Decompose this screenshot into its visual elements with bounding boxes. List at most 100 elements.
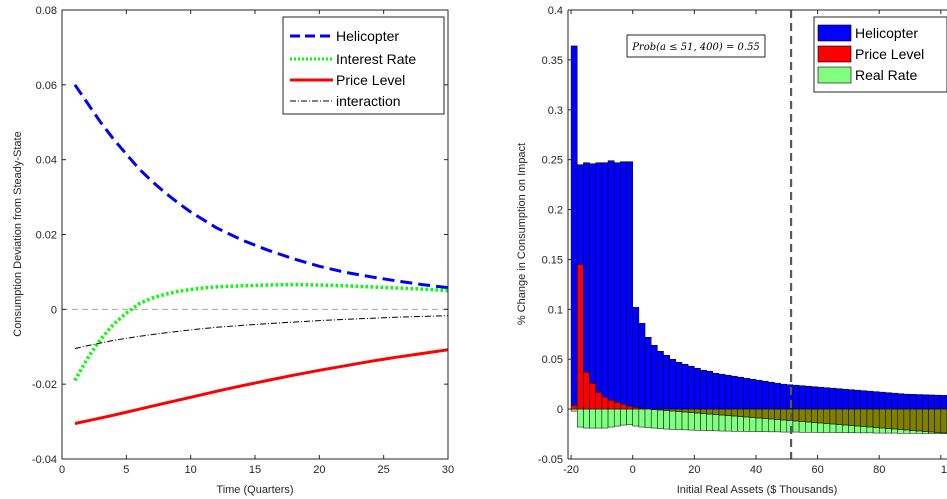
- bar-real-rate: [650, 409, 658, 429]
- bar-overlap: [897, 408, 905, 430]
- bar-real-rate: [878, 427, 886, 434]
- bar-real-rate: [620, 408, 627, 426]
- bar-real-rate: [700, 413, 707, 431]
- bar-price-level: [583, 371, 590, 410]
- bar-real-rate: [607, 408, 615, 428]
- left-x-tick-label: 30: [442, 464, 454, 476]
- bar-real-rate: [626, 408, 633, 425]
- bar-helicopter: [841, 388, 849, 410]
- bar-helicopter: [583, 162, 590, 373]
- right-chart: -20 0 20 40 60 80 100 -0.05 0 0.05 0.1 0.15 0.2 0.25 0…: [516, 5, 947, 496]
- bar-helicopter: [915, 394, 923, 410]
- bar-real-rate: [811, 422, 818, 433]
- left-series-line-price-level: [74, 348, 448, 425]
- right-y-tick-label: 0.25: [542, 155, 563, 167]
- bar-real-rate: [718, 414, 726, 432]
- bar-real-rate: [835, 424, 843, 433]
- bar-real-rate: [749, 417, 757, 432]
- bar-helicopter: [792, 384, 800, 410]
- bar-overlap: [909, 408, 917, 431]
- right-y-tick-label: 0.15: [542, 254, 563, 266]
- right-y-tick-label: 0.2: [548, 205, 563, 217]
- bar-real-rate: [595, 408, 603, 429]
- bar-overlap: [934, 408, 942, 433]
- bar-helicopter: [798, 385, 806, 410]
- bar-real-rate: [755, 417, 763, 432]
- bar-helicopter: [700, 369, 707, 410]
- bar-helicopter: [780, 383, 788, 410]
- bar-real-rate: [768, 418, 775, 433]
- bar-real-rate: [761, 418, 769, 432]
- right-y-tick-label: 0.05: [542, 354, 563, 366]
- bar-real-rate: [848, 425, 855, 433]
- bar-overlap: [811, 408, 818, 423]
- right-x-tick-label: -20: [563, 464, 579, 476]
- bar-overlap: [675, 408, 683, 412]
- bar-price-level: [570, 404, 578, 410]
- left-ticks: 0 5 10 15 20 25 30 -0.04 -0.02 0 0.02 0.04 0.06 0.08: [32, 5, 454, 476]
- bar-overlap: [848, 408, 855, 426]
- bar-helicopter: [694, 367, 701, 410]
- bar-overlap: [922, 408, 929, 432]
- bar-overlap: [768, 408, 775, 420]
- bar-price-level: [620, 403, 627, 410]
- bar-real-rate: [681, 411, 689, 431]
- bar-helicopter: [712, 372, 720, 410]
- bar-helicopter: [854, 389, 861, 410]
- right-x-axis-label: Initial Real Assets ($ Thousands): [677, 484, 838, 496]
- left-y-tick-label: -0.02: [32, 379, 57, 391]
- bar-overlap: [712, 408, 720, 415]
- bar-overlap: [841, 408, 849, 426]
- left-x-tick-label: 5: [123, 464, 129, 476]
- left-series-line-interest-rate: [73, 282, 448, 382]
- bar-overlap: [860, 408, 868, 427]
- left-series-line-helicopter: [73, 83, 448, 290]
- bar-overlap: [878, 408, 886, 429]
- left-x-tick-label: 0: [59, 464, 65, 476]
- right-legend-label-real-rate: Real Rate: [855, 67, 917, 83]
- bar-helicopter: [650, 345, 658, 410]
- bar-helicopter: [811, 386, 818, 410]
- bar-real-rate: [694, 412, 701, 431]
- left-legend-label-interest-rate: Interest Rate: [336, 51, 416, 67]
- left-y-tick-label: -0.04: [32, 454, 57, 466]
- right-y-tick-label: 0: [557, 404, 563, 416]
- bar-overlap: [706, 408, 714, 415]
- bar-overlap: [731, 408, 738, 417]
- bar-overlap: [805, 408, 812, 423]
- bar-real-rate: [829, 423, 837, 433]
- bar-helicopter: [823, 387, 831, 410]
- right-bars: [570, 45, 947, 434]
- left-series-line-interaction: [74, 315, 448, 350]
- bar-overlap: [700, 408, 707, 414]
- right-legend-swatch-real-rate: [817, 66, 852, 84]
- bar-real-rate: [731, 415, 738, 432]
- bar-overlap: [774, 408, 781, 420]
- bar-real-rate: [780, 419, 788, 433]
- left-chart: 0 5 10 15 20 25 30-0.04-0.0200.020.040.060.08 …: [12, 5, 454, 496]
- right-ticks: -20 0 20 40 60 80 100 -0.05 0 0.05 0.1 0.15 0.2 0.25 0…: [538, 5, 947, 476]
- bar-helicopter: [620, 161, 627, 405]
- right-x-tick-label: 80: [873, 464, 885, 476]
- bar-real-rate: [644, 408, 652, 428]
- bar-real-rate: [657, 409, 664, 429]
- left-legend-box: [282, 16, 445, 115]
- bar-overlap: [681, 408, 689, 413]
- bar-real-rate: [737, 416, 744, 432]
- bar-overlap: [669, 408, 677, 412]
- bar-helicopter: [644, 337, 652, 410]
- bar-helicopter: [638, 323, 646, 409]
- bar-real-rate: [774, 419, 781, 433]
- bar-helicopter: [718, 373, 726, 410]
- bar-overlap: [687, 408, 695, 413]
- left-legend-label-helicopter: Helicopter: [336, 28, 399, 44]
- bar-helicopter: [595, 162, 603, 393]
- left-x-tick-label: 25: [378, 464, 390, 476]
- bar-helicopter: [589, 163, 596, 384]
- bar-real-rate: [885, 428, 892, 434]
- bar-helicopter: [632, 307, 640, 408]
- bar-overlap: [761, 408, 769, 419]
- bar-helicopter: [774, 382, 781, 410]
- right-y-tick-label: 0.1: [548, 304, 563, 316]
